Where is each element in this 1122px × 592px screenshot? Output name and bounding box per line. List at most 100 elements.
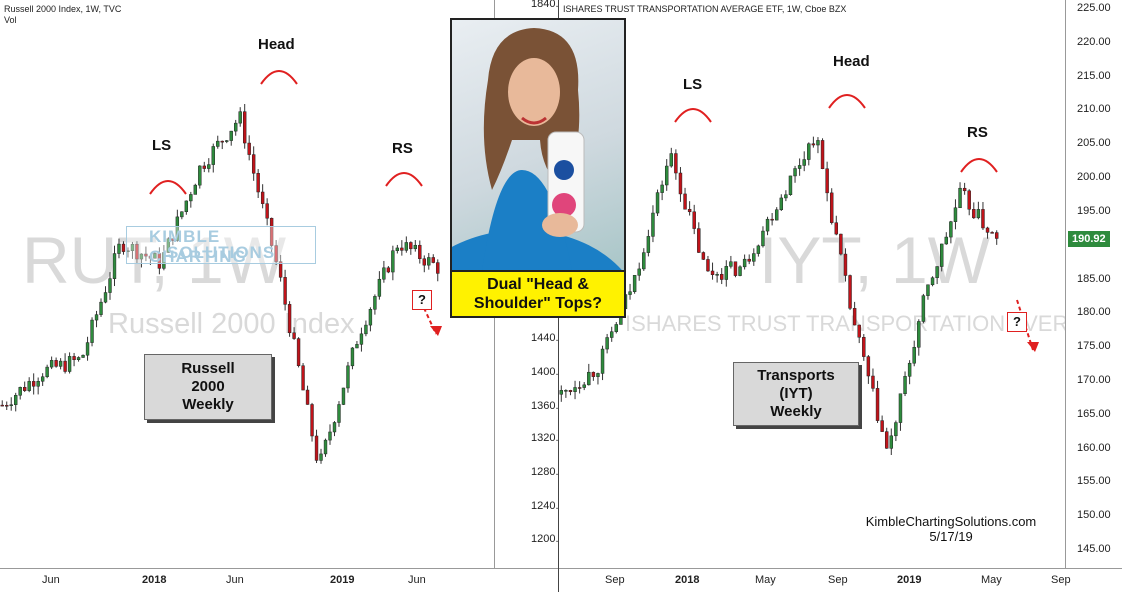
candle-body [678, 172, 683, 195]
candle-body [660, 184, 664, 193]
candle-body [94, 314, 99, 321]
question-box-left: ? [412, 290, 432, 310]
candle-body [314, 435, 319, 461]
y-tick: 1400.000 [531, 366, 559, 378]
candle-body [377, 278, 382, 297]
candle-body [49, 360, 54, 368]
candle-body [697, 228, 701, 253]
credit-date: 5/17/19 [929, 529, 973, 544]
candle-body [332, 422, 337, 433]
candle-body [81, 354, 85, 358]
candle-body [944, 236, 949, 245]
candle-body [76, 357, 81, 360]
candle-body [710, 270, 715, 275]
shoulder-arc [149, 180, 187, 195]
candle-body [0, 404, 4, 407]
candle-body [9, 404, 13, 406]
shoulder-arc [260, 70, 298, 85]
candle-body [972, 209, 976, 219]
photo-illustration [452, 28, 622, 270]
y-tick: 215.00 [1077, 70, 1111, 82]
candle-body [774, 209, 779, 221]
head-label-left: Head [258, 36, 295, 53]
x-tick: 2018 [675, 574, 700, 586]
credit-text: KimbleChartingSolutions.com 5/17/19 [841, 514, 1061, 544]
candle-body [193, 184, 197, 195]
candle-body [994, 232, 999, 239]
box-line-2: (IYT) [779, 385, 813, 402]
candle-body [310, 404, 314, 437]
ls-label-left: LS [152, 137, 172, 154]
x-tick: May [755, 574, 776, 586]
candle-body [834, 222, 839, 235]
candle-body [921, 295, 926, 322]
x-tick: Sep [1051, 574, 1071, 586]
candle-body [990, 232, 994, 234]
candle-body [756, 245, 761, 254]
candle-body [427, 257, 431, 266]
candle-body [36, 381, 40, 387]
y-tick: 175.00 [1077, 340, 1111, 352]
candle-body [139, 253, 144, 260]
rs-label-left: RS [392, 140, 413, 157]
candle-body [596, 373, 600, 377]
shoulder-arc [960, 158, 998, 173]
box-line-1: Russell [181, 360, 235, 377]
candle-body [843, 253, 848, 276]
candle-body [692, 211, 696, 229]
candle-body [967, 190, 971, 210]
box-line-2: 2000 [191, 378, 225, 395]
y-tick: 1840.000 [531, 0, 559, 10]
candle-body [45, 366, 49, 377]
candle-body [135, 243, 139, 260]
candle-body [274, 245, 278, 262]
candle-body [949, 221, 953, 238]
candle-body [880, 420, 884, 432]
candle-body [752, 253, 756, 262]
candle-body [319, 453, 323, 461]
candle-body [157, 253, 162, 269]
candle-body [395, 247, 400, 251]
candle-body [220, 140, 224, 143]
candle-body [884, 431, 889, 449]
candle-body [148, 255, 153, 259]
candle-body [386, 267, 391, 273]
candle-body [642, 252, 646, 270]
candle-body [646, 236, 651, 253]
candle-body [247, 142, 251, 155]
iyt-candles [559, 94, 1039, 456]
rs-label-right: RS [967, 124, 988, 141]
candle-body [63, 360, 67, 372]
candle-body [568, 390, 573, 392]
candle-body [683, 193, 687, 210]
candle-body [637, 268, 641, 276]
candle-body [184, 200, 189, 212]
candle-body [287, 304, 292, 334]
y-tick: 160.00 [1077, 442, 1111, 454]
y-tick: 180.00 [1077, 306, 1111, 318]
candle-body [614, 324, 619, 332]
candle-body [337, 404, 341, 423]
candle-body [292, 332, 296, 339]
candle-body [413, 244, 417, 250]
candle-body [852, 308, 857, 326]
candle-body [27, 381, 31, 391]
x-tick: Sep [828, 574, 848, 586]
candle-body [58, 360, 63, 367]
candle-body [605, 337, 609, 350]
candle-body [706, 259, 710, 272]
y-tick: 165.00 [1077, 408, 1111, 420]
candle-body [373, 296, 377, 310]
x-tick: Sep [605, 574, 625, 586]
candle-body [907, 362, 912, 377]
candle-body [436, 262, 440, 274]
candle-body [779, 197, 784, 210]
candle-body [871, 375, 875, 389]
candle-body [609, 331, 614, 338]
candle-body [807, 143, 811, 160]
y-tick: 170.00 [1077, 374, 1111, 386]
y-tick: 1280.000 [531, 466, 559, 478]
candle-body [256, 173, 260, 193]
shoulder-arc [385, 172, 423, 187]
candle-body [166, 238, 171, 253]
